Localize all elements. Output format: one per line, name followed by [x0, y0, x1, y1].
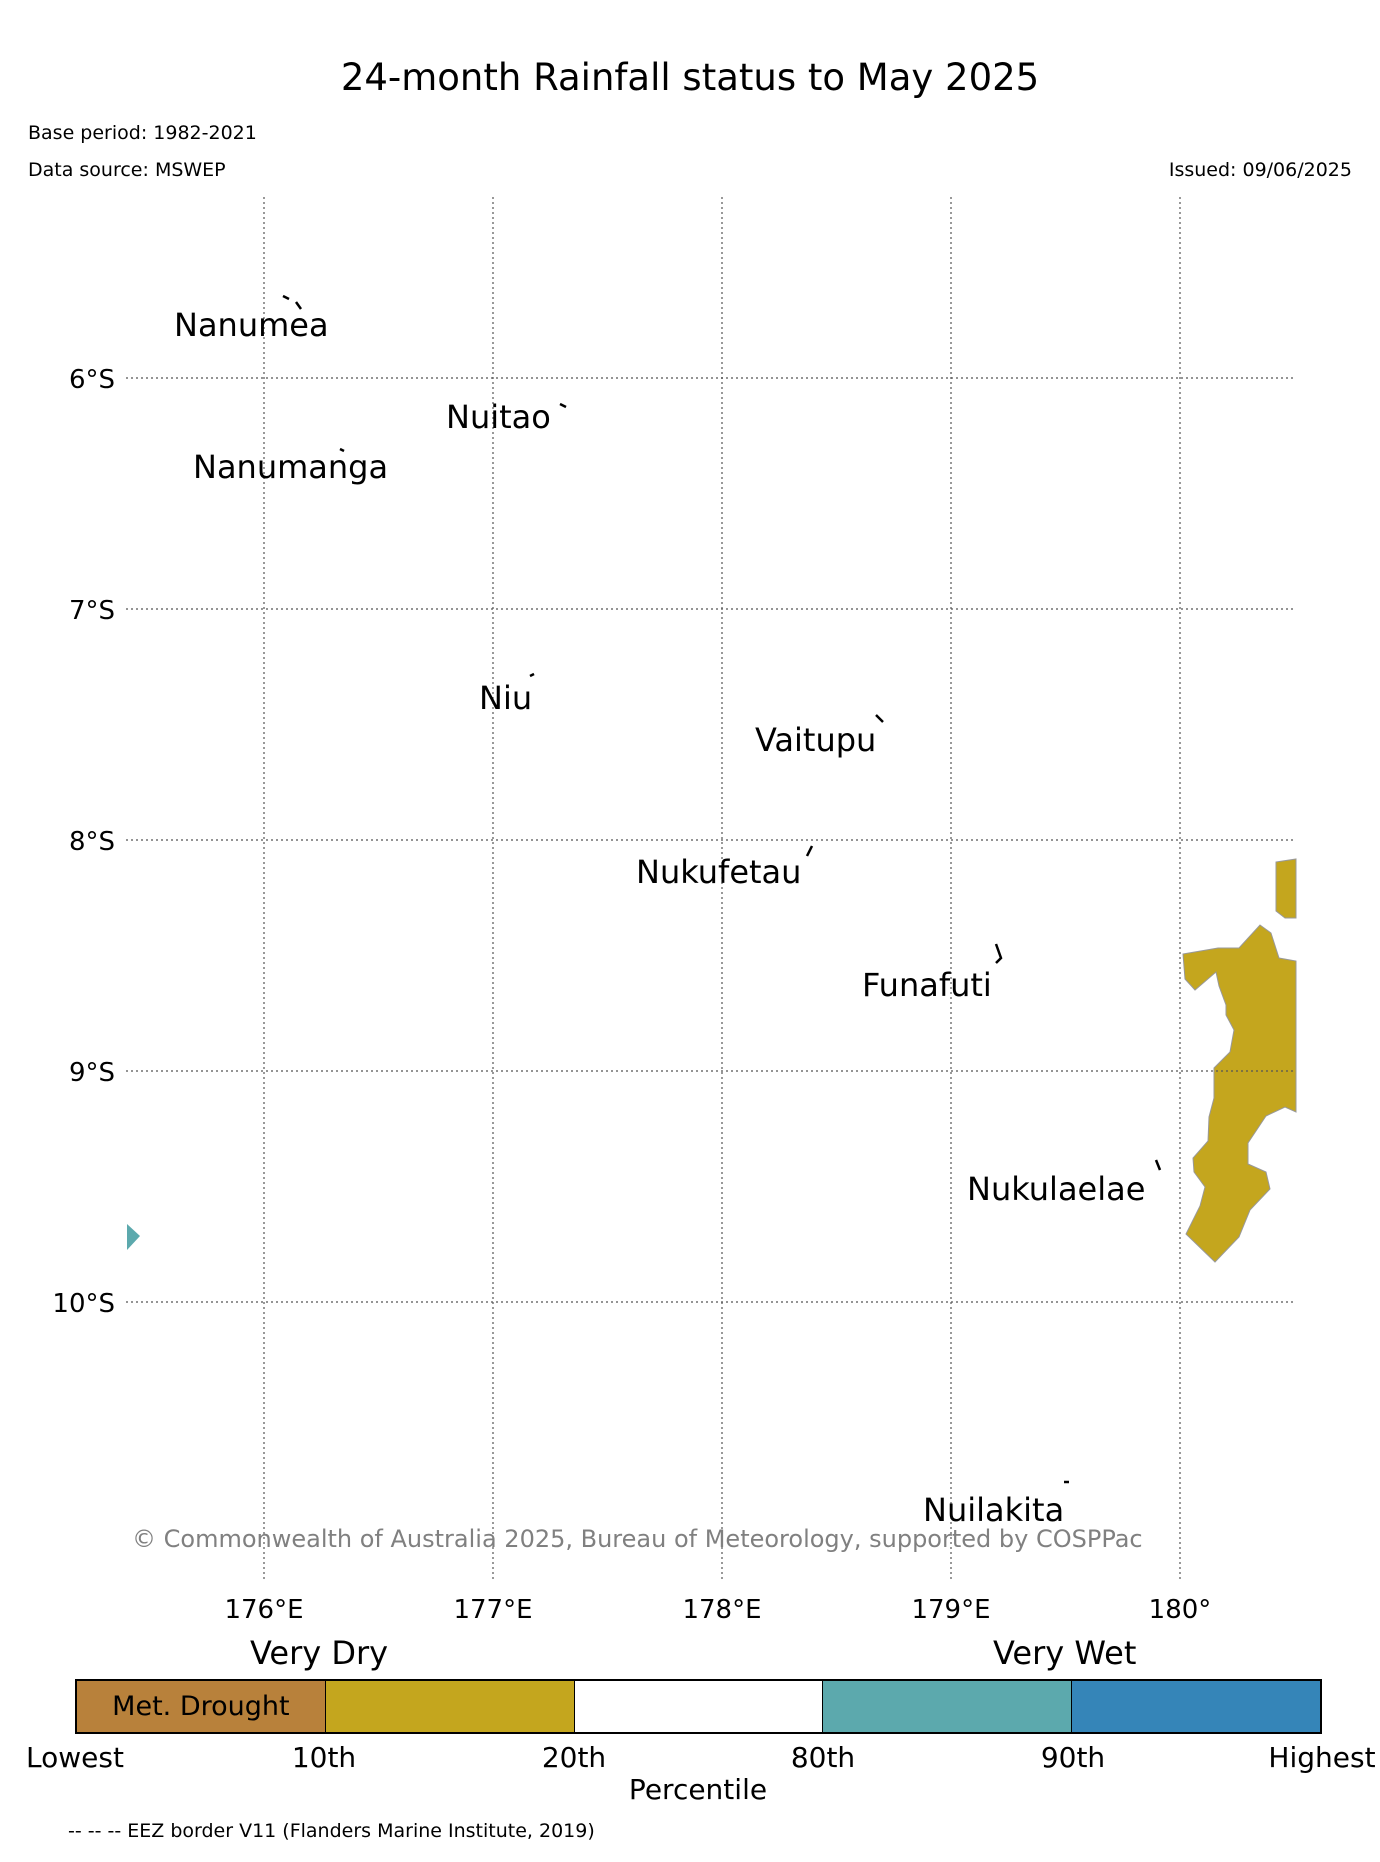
base-period: Base period: 1982-2021 [28, 122, 257, 144]
data-source: Data source: MSWEP [28, 159, 226, 181]
lon-label-176e: 176°E [224, 1595, 303, 1625]
lat-label-7s: 7°S [69, 596, 115, 626]
issued-date: Issued: 09/06/2025 [1168, 159, 1352, 181]
lat-label-6s: 6°S [69, 365, 115, 395]
legend-tick-80th: 80th [790, 1741, 856, 1774]
legend-tick-20th: 20th [541, 1741, 607, 1774]
lat-label-8s: 8°S [69, 827, 115, 857]
island-label-nanumea: Nanumea [174, 306, 329, 344]
nanumanga-atoll-shape [339, 447, 345, 453]
dry-region-main [1182, 924, 1297, 1263]
legend-very-wet: Very Wet [993, 1634, 1137, 1672]
legend-axis-label: Percentile [628, 1773, 768, 1806]
lon-label-177e: 177°E [453, 1595, 532, 1625]
eez-footnote: -- -- -- EEZ border V11 (Flanders Marine… [68, 1820, 595, 1842]
legend-tick-highest: Highest [1268, 1741, 1376, 1774]
map-title: 24-month Rainfall status to May 2025 [340, 56, 1040, 99]
lat-label-9s: 9°S [69, 1058, 115, 1088]
island-label-funafuti: Funafuti [862, 966, 992, 1004]
island-label-vaitupu: Vaitupu [755, 721, 876, 759]
legend-tick-lowest: Lowest [26, 1741, 124, 1774]
island-label-nukufetau: Nukufetau [636, 853, 801, 891]
island-label-nuilakita: Nuilakita [923, 1491, 1064, 1529]
legend-seg-drought: Met. Drought [77, 1681, 326, 1732]
nanumea-atoll-shape [282, 294, 303, 310]
graticule [126, 197, 1295, 1580]
copyright-notice: © Commonwealth of Australia 2025, Bureau… [132, 1525, 1143, 1553]
nukulaelae-atoll-shape [1154, 1159, 1162, 1171]
legend-seg-very-wet [1072, 1681, 1320, 1732]
dry-region-north [1275, 858, 1297, 919]
island-label-nukulaelae: Nukulaelae [967, 1170, 1145, 1208]
lon-label-180: 180° [1149, 1595, 1212, 1625]
legend-tick-10th: 10th [291, 1741, 357, 1774]
island-label-nanumanga: Nanumanga [193, 448, 388, 486]
legend-seg-very-dry [325, 1681, 575, 1732]
wet-region [127, 1224, 140, 1250]
legend-tick-90th: 90th [1040, 1741, 1106, 1774]
island-label-nuitao: Nuitao [446, 398, 551, 436]
island-label-niu: Niu [479, 679, 532, 717]
lon-label-179e: 179°E [911, 1595, 990, 1625]
funafuti-atoll-shape [994, 943, 1003, 964]
lat-label-10s: 10°S [52, 1289, 115, 1319]
niu-atoll-shape [529, 672, 535, 678]
nukufetau-atoll-shape [805, 845, 814, 857]
lon-label-178e: 178°E [682, 1595, 761, 1625]
legend-colorbar: Met. Drought [75, 1679, 1322, 1734]
legend-seg-normal [574, 1681, 824, 1732]
legend-seg-wet [823, 1681, 1073, 1732]
legend-very-dry: Very Dry [250, 1634, 389, 1672]
nuitao-atoll-shape [559, 402, 567, 409]
vaitupu-atoll-shape [875, 714, 884, 723]
legend-drought-label: Met. Drought [112, 1691, 290, 1722]
